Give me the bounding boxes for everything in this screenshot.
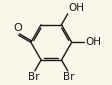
Text: Br: Br xyxy=(28,72,40,82)
Text: O: O xyxy=(14,23,22,33)
Text: OH: OH xyxy=(69,3,85,13)
Text: Br: Br xyxy=(63,72,74,82)
Text: OH: OH xyxy=(85,37,101,47)
